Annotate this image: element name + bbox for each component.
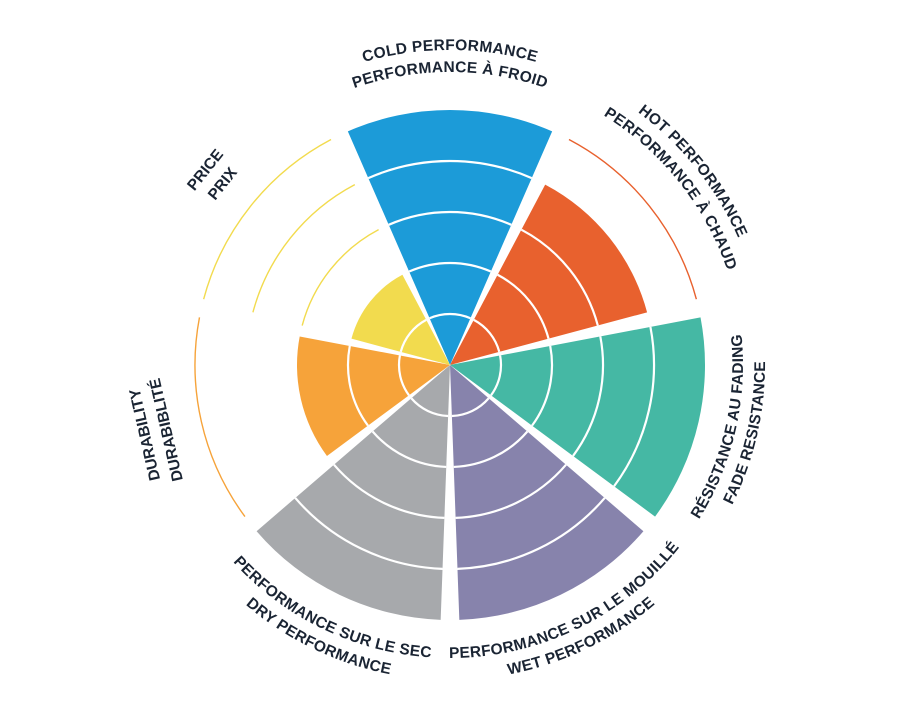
svg-text:HOT PERFORMANCE: HOT PERFORMANCE (635, 102, 750, 240)
svg-text:PERFORMANCE À FROID: PERFORMANCE À FROID (350, 59, 550, 92)
